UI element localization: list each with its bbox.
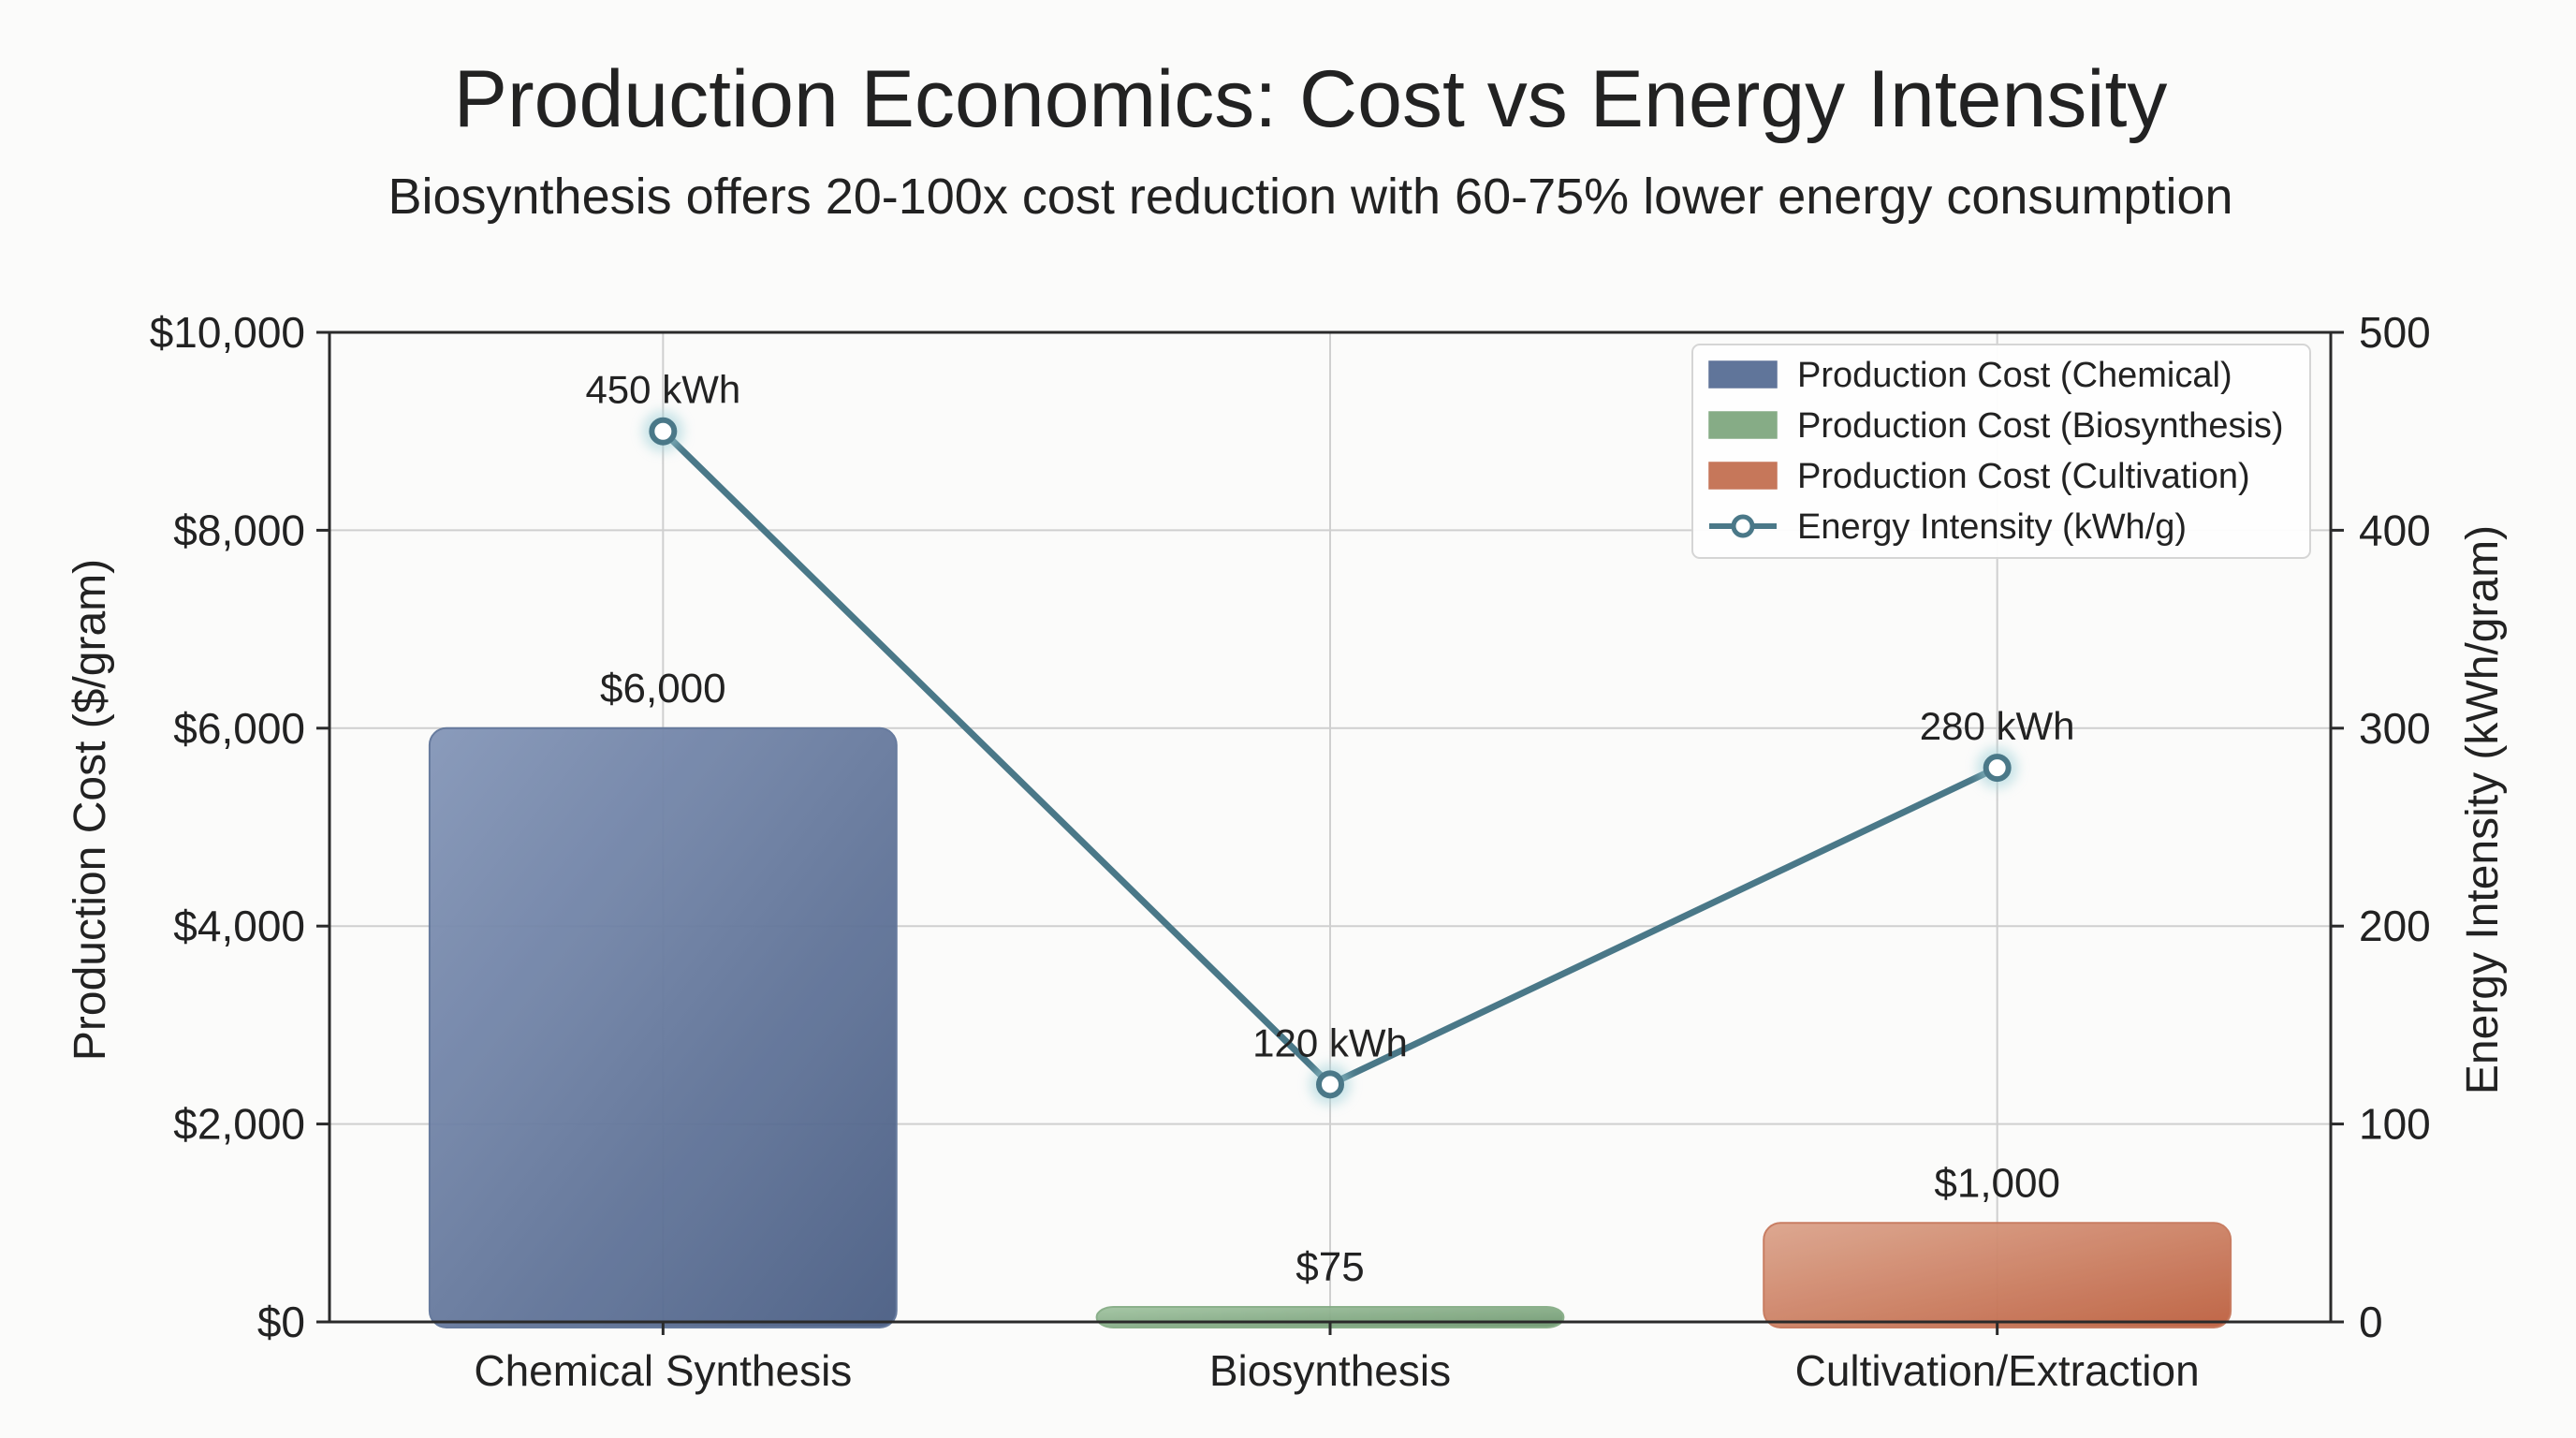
legend-swatch-marker bbox=[1731, 514, 1755, 538]
y2-tick-label: 400 bbox=[2359, 506, 2431, 554]
axes: $0 $2,000 $4,000 $6,000 $8,000 $10,000 0 100 200… bbox=[150, 308, 2431, 1395]
y-tick-label: $10,000 bbox=[150, 308, 305, 357]
x-tick-label: Biosynthesis bbox=[1209, 1346, 1451, 1395]
bar-cultivation-extraction bbox=[1763, 1222, 2232, 1329]
bar-value-label: $6,000 bbox=[600, 666, 726, 712]
legend-label: Production Cost (Chemical) bbox=[1797, 356, 2232, 395]
legend: Production Cost (Chemical) Production Cos… bbox=[1691, 344, 2311, 559]
legend-label: Production Cost (Cultivation) bbox=[1797, 457, 2250, 496]
legend-swatch bbox=[1708, 411, 1778, 439]
data-labels: $6,000 $75 $1,000 450 kWh 120 kWh 280 kWh bbox=[585, 368, 2074, 1290]
energy-point bbox=[649, 417, 678, 446]
y2-axis-label: Energy Intensity (kWh/gram) bbox=[2458, 525, 2508, 1094]
y2-tick-label: 300 bbox=[2359, 704, 2431, 753]
energy-point bbox=[1316, 1070, 1344, 1099]
chart-title: Production Economics: Cost vs Energy Int… bbox=[454, 54, 2168, 144]
y-tick-label: $8,000 bbox=[173, 506, 305, 554]
bar-chemical-synthesis bbox=[428, 726, 898, 1328]
y2-tick-label: 100 bbox=[2359, 1100, 2431, 1149]
x-tick-label: Cultivation/Extraction bbox=[1795, 1346, 2200, 1395]
energy-value-label: 450 kWh bbox=[585, 368, 740, 412]
energy-value-label: 120 kWh bbox=[1252, 1020, 1408, 1064]
y-tick-label: $0 bbox=[257, 1298, 305, 1346]
energy-value-label: 280 kWh bbox=[1920, 704, 2075, 748]
energy-line-group bbox=[642, 410, 2018, 1106]
x-tick-label: Chemical Synthesis bbox=[474, 1346, 852, 1395]
bar-value-label: $1,000 bbox=[1934, 1160, 2060, 1206]
y-tick-label: $2,000 bbox=[173, 1100, 305, 1149]
energy-point bbox=[1983, 754, 2012, 783]
legend-label: Production Cost (Biosynthesis) bbox=[1797, 406, 2284, 446]
y-tick-label: $4,000 bbox=[173, 902, 305, 950]
y2-tick-label: 0 bbox=[2359, 1298, 2383, 1346]
y2-tick-label: 200 bbox=[2359, 902, 2431, 950]
y-tick-label: $6,000 bbox=[173, 704, 305, 753]
y-axis-label: Production Cost ($/gram) bbox=[66, 559, 115, 1061]
legend-box bbox=[1691, 344, 2311, 559]
bar-value-label: $75 bbox=[1295, 1244, 1364, 1290]
y2-tick-label: 500 bbox=[2359, 308, 2431, 357]
legend-swatch bbox=[1708, 462, 1778, 490]
legend-label: Energy Intensity (kWh/g) bbox=[1797, 507, 2187, 547]
legend-swatch bbox=[1708, 360, 1778, 389]
chart-subtitle: Biosynthesis offers 20-100x cost reducti… bbox=[388, 169, 2232, 225]
